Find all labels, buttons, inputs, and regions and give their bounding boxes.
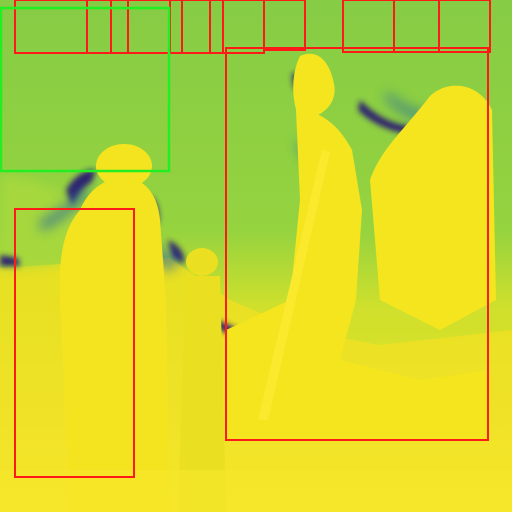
red-detection-boxes xyxy=(14,0,491,478)
person-left xyxy=(59,144,170,512)
detection-box xyxy=(263,0,306,51)
detection-box xyxy=(14,208,135,478)
person-right xyxy=(226,53,496,440)
detection-box xyxy=(438,0,491,53)
person-small xyxy=(178,248,226,512)
pole xyxy=(258,150,330,420)
detection-box xyxy=(225,47,489,441)
highlight-box xyxy=(0,6,171,173)
